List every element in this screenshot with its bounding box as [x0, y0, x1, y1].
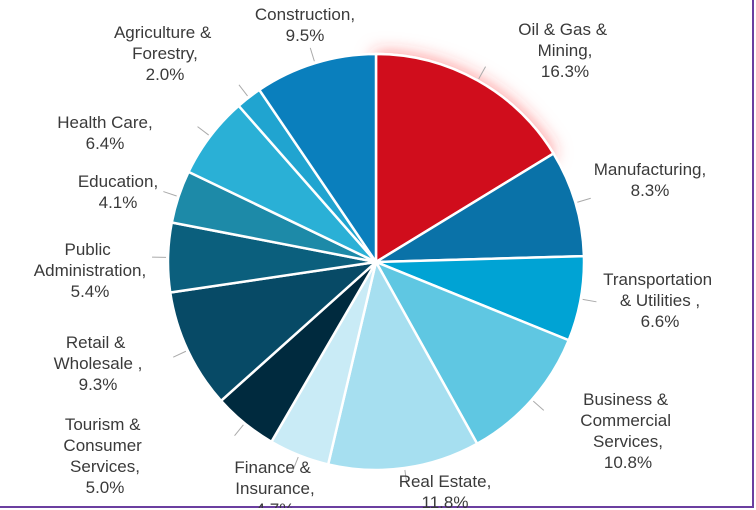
pie-slice	[326, 258, 479, 472]
pie-slice	[373, 259, 571, 446]
value-label: 6.6%	[641, 312, 680, 331]
leader-line	[532, 400, 545, 411]
label-line: Forestry,	[132, 44, 198, 63]
pie-slice	[371, 151, 586, 264]
value-label: 2.0%	[146, 65, 185, 84]
label-line: & Utilities ,	[620, 291, 700, 310]
pie-slice	[374, 52, 556, 265]
label-line: Manufacturing,	[594, 160, 706, 179]
label-line: Insurance,	[235, 479, 314, 498]
label-line: Agriculture &	[114, 23, 216, 42]
slice-label: Agriculture & Forestry,	[114, 23, 216, 63]
slice-label: Transportation & Utilities ,	[603, 270, 717, 310]
slice-label: Finance & Insurance,	[234, 458, 315, 498]
pie-slice	[168, 260, 380, 403]
leader-line	[197, 126, 209, 136]
label-line: Retail &	[66, 333, 130, 352]
slice-label: Oil & Gas & Mining,	[518, 20, 612, 60]
value-label: 8.3%	[631, 181, 670, 200]
label-line: Services,	[70, 457, 140, 476]
label-line: Construction,	[255, 5, 355, 24]
label-line: Consumer	[63, 436, 146, 455]
label-line: Mining,	[538, 41, 593, 60]
label-line: Finance &	[234, 458, 315, 477]
slice-label: Tourism & Consumer Services,	[63, 415, 146, 476]
slice-label: Manufacturing,	[594, 160, 706, 179]
value-label: 11.8%	[422, 493, 469, 508]
value-label: 16.3%	[541, 62, 589, 81]
leader-line	[234, 424, 244, 436]
value-label: 9.5%	[286, 26, 325, 45]
frame-edge	[0, 506, 754, 508]
value-label: 6.4%	[86, 134, 125, 153]
leader-line	[478, 66, 486, 80]
slice-label: Real Estate,	[399, 472, 492, 491]
pie-slice	[257, 52, 378, 267]
slice-label: Business & Commercial Services,	[580, 390, 675, 451]
leader-line	[163, 191, 177, 197]
label-line: Health Care,	[57, 113, 152, 132]
frame-edge	[752, 0, 754, 508]
value-label: 9.3%	[79, 375, 118, 394]
leader-line	[309, 47, 315, 62]
label-line: Oil & Gas &	[518, 20, 612, 39]
slice-label: Public Administration,	[34, 240, 146, 280]
leader-line	[582, 298, 597, 303]
slice-label: Construction,	[255, 5, 355, 24]
value-label: 5.4%	[71, 282, 110, 301]
slice-label: Retail & Wholesale ,	[54, 333, 143, 373]
leader-line	[577, 197, 591, 203]
label-line: Wholesale ,	[54, 354, 143, 373]
leader-line	[173, 350, 187, 358]
label-line: Business &	[583, 390, 673, 409]
value-label: 4.7%	[256, 500, 295, 508]
label-line: Public	[64, 240, 115, 259]
leader-line	[238, 84, 248, 97]
leader-line	[404, 469, 408, 484]
slice-label: Health Care,	[57, 113, 152, 132]
value-label: 10.8%	[604, 453, 652, 472]
value-label: 5.0%	[86, 478, 125, 497]
slice-label: Education,	[78, 172, 158, 191]
leader-line	[292, 456, 299, 471]
label-line: Administration,	[34, 261, 146, 280]
label-line: Commercial	[580, 411, 675, 430]
label-line: Services,	[593, 432, 663, 451]
label-line: Education,	[78, 172, 158, 191]
label-line: Real Estate,	[399, 472, 492, 491]
value-label: 4.1%	[99, 193, 138, 212]
label-line: Tourism &	[65, 415, 145, 434]
label-line: Transportation	[603, 270, 717, 289]
